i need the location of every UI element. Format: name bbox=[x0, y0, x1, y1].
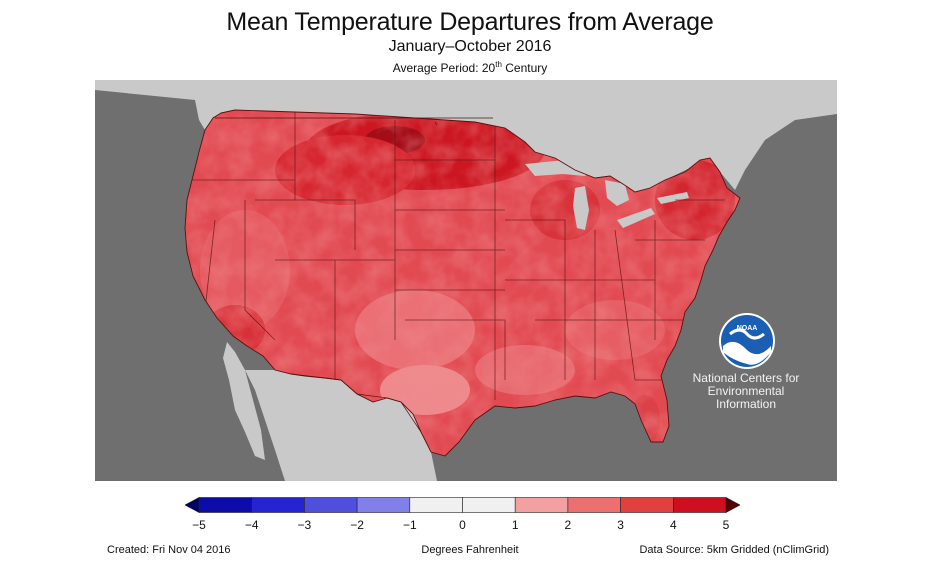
data-source: Data Source: 5km Gridded (nClimGrid) bbox=[639, 544, 829, 556]
great-lakes bbox=[525, 160, 689, 230]
border-13 bbox=[405, 319, 506, 380]
colorbar-segment bbox=[567, 497, 621, 513]
baja-land bbox=[223, 342, 265, 460]
color-bar-legend bbox=[185, 497, 740, 513]
lake-ontario bbox=[657, 192, 689, 204]
colorbar-tick-label: −2 bbox=[350, 518, 364, 532]
colorbar-tick-label: −4 bbox=[244, 518, 259, 532]
border-19 bbox=[614, 229, 636, 381]
colorbar-tick-label: 3 bbox=[617, 518, 624, 532]
average-period-prefix: Average Period: 20 bbox=[392, 61, 496, 75]
canada-border-line bbox=[215, 117, 493, 126]
map-canvas bbox=[95, 80, 837, 481]
colorbar-tick-label: 5 bbox=[722, 518, 730, 532]
lake-erie bbox=[617, 208, 655, 228]
average-period: Average Period: 20th Century bbox=[0, 60, 940, 75]
colorbar-tick-label: 1 bbox=[511, 518, 519, 532]
lake-michigan bbox=[573, 186, 589, 230]
colorbar-segment bbox=[356, 497, 411, 513]
legend-unit-label: Degrees Fahrenheit bbox=[421, 544, 519, 556]
canada-land bbox=[95, 80, 837, 192]
colorbar-segment bbox=[304, 497, 358, 513]
colorbar-tick-label: 2 bbox=[564, 518, 572, 532]
border-4 bbox=[244, 200, 276, 341]
lake-huron bbox=[605, 180, 629, 206]
temperature-map bbox=[95, 80, 837, 481]
colorbar-high-arrow bbox=[725, 497, 740, 513]
lake-superior bbox=[525, 160, 593, 176]
ncei-text: National Centers for Environmental Infor… bbox=[676, 372, 816, 411]
colorbar-segment bbox=[514, 497, 569, 513]
colorbar-tick-label: −5 bbox=[192, 518, 206, 532]
mexico-land bbox=[245, 370, 437, 481]
colorbar-segment bbox=[251, 497, 305, 513]
colorbar-segment bbox=[620, 497, 674, 513]
noaa-logo-icon: NOAA bbox=[719, 313, 775, 369]
average-period-suffix: Century bbox=[501, 61, 548, 75]
colorbar-low-arrow bbox=[185, 497, 200, 513]
noaa-logo-text: NOAA bbox=[737, 325, 758, 332]
state-borders bbox=[185, 110, 725, 400]
colorbar-tick-label: −3 bbox=[297, 518, 312, 532]
colorbar-segment bbox=[409, 497, 463, 513]
map-subtitle: January–October 2016 bbox=[388, 38, 552, 55]
border-3 bbox=[204, 219, 216, 311]
mexico-border-line bbox=[290, 373, 422, 433]
border-5 bbox=[295, 199, 356, 250]
colorbar-tick-label: 0 bbox=[459, 518, 466, 532]
colorbar-segment bbox=[672, 497, 727, 513]
page-title: Mean Temperature Departures from Average bbox=[226, 8, 714, 36]
border-15 bbox=[505, 219, 566, 380]
ncei-line-3: Information bbox=[715, 397, 777, 411]
colorbar-segment bbox=[198, 497, 253, 513]
ncei-line-2: Environmental bbox=[707, 384, 785, 398]
colorbar-tick-label: −1 bbox=[402, 518, 417, 532]
colorbar-tick-label: 4 bbox=[669, 518, 677, 532]
colorbar-segment bbox=[462, 497, 516, 513]
ncei-line-1: National Centers for bbox=[692, 371, 800, 385]
average-period-sup: th bbox=[495, 60, 502, 69]
created-date: Created: Fri Nov 04 2016 bbox=[107, 544, 231, 556]
